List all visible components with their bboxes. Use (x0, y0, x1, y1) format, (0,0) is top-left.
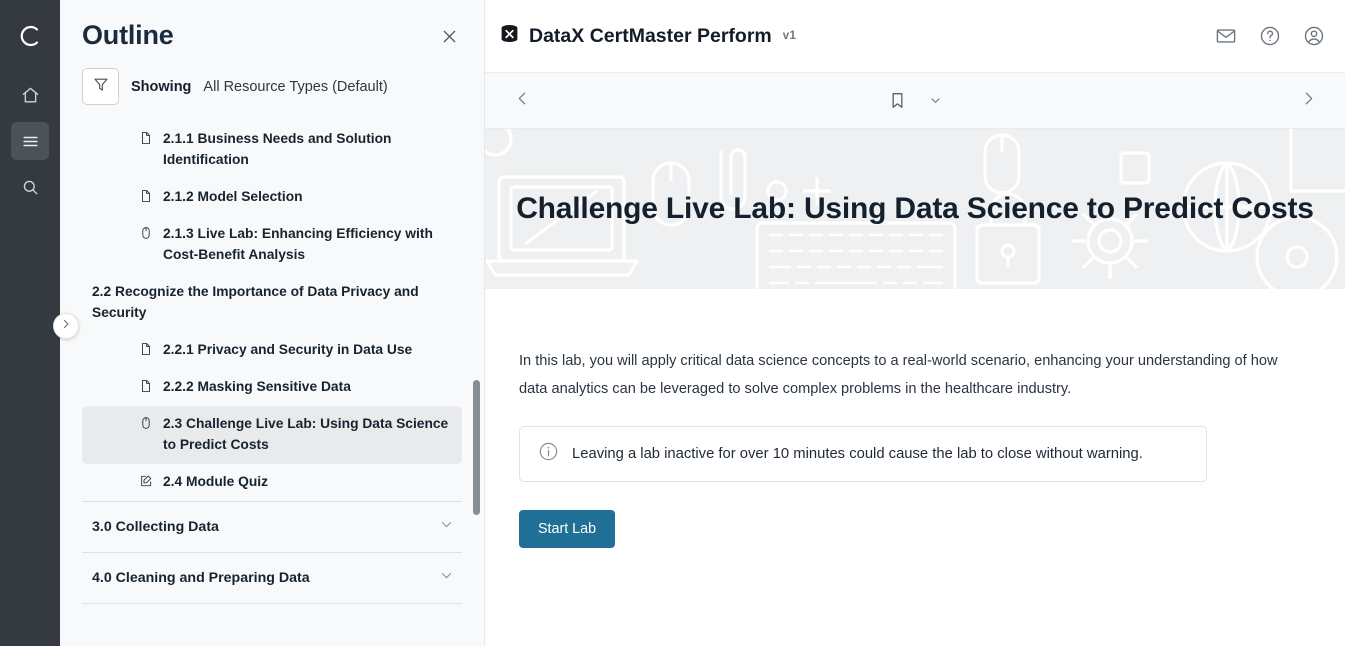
list-item[interactable]: 2.2.1 Privacy and Security in Data Use (82, 332, 462, 369)
list-item[interactable]: 2.2 Recognize the Importance of Data Pri… (82, 274, 462, 332)
brand: DataX CertMaster Perform v1 (499, 23, 796, 49)
rail-item-home[interactable] (11, 76, 49, 114)
showing-label: Showing (131, 78, 192, 95)
list-item[interactable]: 2.1.2 Model Selection (82, 179, 462, 216)
home-icon (21, 86, 40, 105)
outline-scrollbar-thumb[interactable] (473, 380, 480, 515)
start-lab-button[interactable]: Start Lab (519, 510, 616, 549)
outline-section-cleaning-preparing-data[interactable]: 4.0 Cleaning and Preparing Data (82, 551, 462, 603)
filter-button[interactable] (82, 68, 119, 105)
mouse-icon (138, 226, 154, 240)
previous-page-button[interactable] (507, 86, 537, 116)
page-title: Outline (82, 20, 174, 50)
topbar-icons (1215, 25, 1325, 47)
sidebar-collapse-handle[interactable] (53, 313, 79, 339)
list-item-label: 2.1.3 Live Lab: Enhancing Efficiency wit… (163, 225, 433, 262)
list-item-label: 2.2.1 Privacy and Security in Data Use (163, 341, 413, 357)
hero-title: Challenge Live Lab: Using Data Science t… (516, 192, 1314, 226)
search-icon (21, 178, 40, 197)
database-x-logo-icon (499, 23, 520, 49)
chevron-right-icon (60, 317, 72, 335)
document-icon (138, 379, 154, 393)
inactivity-notice: Leaving a lab inactive for over 10 minut… (519, 426, 1207, 483)
outline-scroll-area: 2.1.1 Business Needs and Solution Identi… (60, 115, 484, 646)
list-item-label: 2.1.1 Business Needs and Solution Identi… (163, 131, 392, 167)
mouse-icon (138, 416, 154, 430)
bookmark-icon[interactable] (888, 91, 907, 110)
lab-content: In this lab, you will apply critical dat… (485, 289, 1345, 549)
brand-version: v1 (782, 30, 797, 42)
chevron-down-icon (439, 568, 454, 588)
outline-section-divider (82, 602, 462, 604)
mail-icon[interactable] (1215, 25, 1237, 47)
list-item-label: 2.3 Challenge Live Lab: Using Data Scien… (163, 415, 449, 452)
rail-item-outline[interactable] (11, 122, 49, 160)
list-item-active[interactable]: 2.3 Challenge Live Lab: Using Data Scien… (82, 405, 462, 464)
chevron-right-icon (1300, 90, 1317, 112)
list-item[interactable]: 2.4 Module Quiz (82, 464, 462, 501)
section-label: 4.0 Cleaning and Preparing Data (92, 569, 310, 586)
hero-banner: Challenge Live Lab: Using Data Science t… (485, 129, 1345, 289)
close-icon (440, 27, 459, 51)
showing-value[interactable]: All Resource Types (Default) (203, 78, 388, 95)
document-icon (138, 342, 154, 356)
user-account-icon[interactable] (1303, 25, 1325, 47)
left-nav-rail (0, 0, 60, 646)
next-page-button[interactable] (1293, 86, 1323, 116)
section-label: 3.0 Collecting Data (92, 518, 219, 535)
outline-panel: Outline Showing All Resource Types (Defa… (60, 0, 485, 646)
content-navbar (485, 73, 1345, 129)
inactivity-notice-text: Leaving a lab inactive for over 10 minut… (572, 446, 1143, 463)
chevron-down-icon[interactable] (929, 94, 942, 107)
help-circle-icon[interactable] (1259, 25, 1281, 47)
close-outline-button[interactable] (436, 26, 462, 52)
document-icon (138, 189, 154, 203)
app-topbar: DataX CertMaster Perform v1 (485, 0, 1345, 73)
outline-scrollbar-track[interactable] (473, 115, 480, 646)
chevron-down-icon (439, 517, 454, 537)
app-logo-icon[interactable] (10, 16, 50, 56)
list-item[interactable]: 2.1.1 Business Needs and Solution Identi… (82, 121, 462, 179)
list-item-label: 2.1.2 Model Selection (163, 188, 303, 204)
list-item-label: 2.2.2 Masking Sensitive Data (163, 378, 351, 394)
lab-intro-text: In this lab, you will apply critical dat… (519, 353, 1278, 398)
outline-header: Outline (60, 0, 484, 56)
brand-name: DataX CertMaster Perform (529, 24, 772, 47)
info-circle-icon (538, 441, 559, 467)
hero-decorative-pattern (485, 129, 1345, 289)
outline-section-collecting-data[interactable]: 3.0 Collecting Data (82, 500, 462, 552)
list-item[interactable]: 2.2.2 Masking Sensitive Data (82, 369, 462, 406)
outline-list: 2.1.1 Business Needs and Solution Identi… (82, 115, 462, 604)
navbar-center (537, 91, 1293, 110)
menu-icon (21, 132, 40, 151)
filter-row: Showing All Resource Types (Default) (60, 56, 484, 115)
quiz-icon (138, 474, 154, 488)
list-item-label: 2.2 Recognize the Importance of Data Pri… (92, 283, 419, 320)
list-item-label: 2.4 Module Quiz (163, 473, 269, 489)
document-icon (138, 131, 154, 145)
main-pane: DataX CertMaster Perform v1 (485, 0, 1345, 646)
chevron-left-icon (514, 90, 531, 112)
list-item[interactable]: 2.1.3 Live Lab: Enhancing Efficiency wit… (82, 216, 462, 274)
rail-item-search[interactable] (11, 168, 49, 206)
filter-icon (92, 75, 110, 98)
